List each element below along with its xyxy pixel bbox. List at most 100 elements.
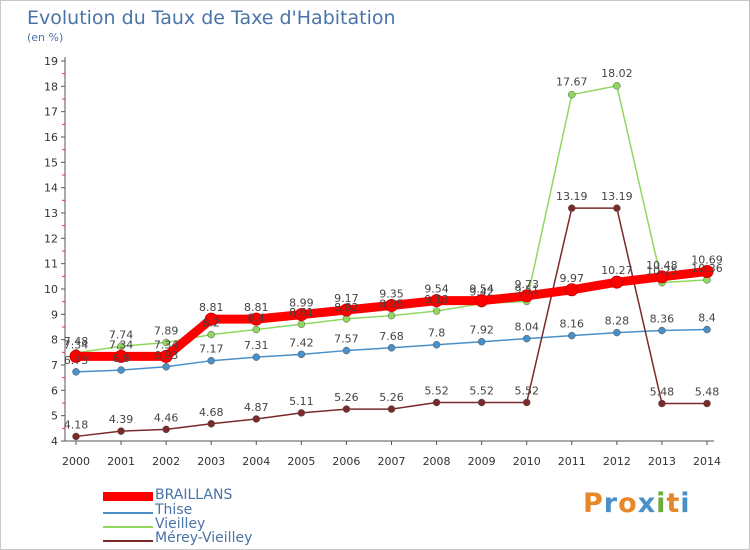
x-tick-label: 2008 <box>423 455 451 468</box>
data-point <box>568 331 576 340</box>
data-point <box>342 346 351 355</box>
data-label: 9.54 <box>469 283 494 296</box>
data-label: 7.34 <box>154 338 179 351</box>
x-tick-label: 2000 <box>62 455 90 468</box>
axes: 4 5 6 7 8 9 10 11 12 13 14 15 16 17 18 19 2000 2001 2002 20… <box>44 55 721 468</box>
x-tick-label: 2011 <box>558 455 586 468</box>
y-tick-label: 10 <box>44 283 58 296</box>
data-label: 7.31 <box>244 339 269 352</box>
data-label: 13.19 <box>601 190 633 203</box>
legend-label: Thise <box>155 502 193 518</box>
chart-title: Evolution du Taux de Taxe d'Habitation <box>27 7 396 29</box>
data-label: 5.26 <box>334 391 359 404</box>
data-point <box>117 366 125 374</box>
x-tick-label: 2003 <box>197 455 225 468</box>
logo-letter: P <box>583 488 604 519</box>
data-label: 7.89 <box>154 324 179 337</box>
data-point <box>252 325 261 334</box>
data-point <box>294 308 308 322</box>
data-point <box>703 325 711 334</box>
data-point <box>387 311 396 320</box>
y-tick-label: 5 <box>51 410 58 423</box>
y-tick-label: 9 <box>51 308 58 321</box>
data-point <box>339 303 353 317</box>
data-point <box>204 312 218 326</box>
data-label: 8.95 <box>379 298 404 311</box>
data-point <box>658 326 666 335</box>
data-label: 10.69 <box>691 254 723 267</box>
data-point <box>114 349 128 363</box>
x-tick-label: 2009 <box>468 455 496 468</box>
data-label: 9.42 <box>469 286 494 299</box>
data-label: 10.48 <box>646 259 678 272</box>
data-point <box>297 320 306 328</box>
y-tick-label: 16 <box>44 131 58 144</box>
y-tick-label: 13 <box>44 207 58 220</box>
data-label: 9.97 <box>560 272 585 285</box>
data-label: 7.68 <box>379 330 404 343</box>
data-label: 8.81 <box>244 301 269 314</box>
data-label: 4.39 <box>109 413 134 426</box>
data-point <box>387 344 396 352</box>
data-label: 9.17 <box>334 292 359 305</box>
data-label: 8.99 <box>289 297 314 310</box>
legend-label: Mérey-Vieilley <box>155 530 253 546</box>
data-label: 7.42 <box>289 336 314 349</box>
data-point <box>387 405 396 413</box>
x-tick-label: 2010 <box>513 455 541 468</box>
data-point <box>655 270 669 284</box>
data-point <box>207 420 215 428</box>
data-point <box>610 275 624 289</box>
data-label: 8.28 <box>605 315 630 328</box>
legend-swatch <box>103 526 153 528</box>
data-point <box>613 328 621 337</box>
unit-label: (en %) <box>27 31 64 44</box>
x-tick-label: 2014 <box>693 455 721 468</box>
data-point <box>477 398 486 407</box>
data-label: 4.68 <box>199 406 224 419</box>
y-tick-label: 4 <box>51 435 58 448</box>
logo-letter: x <box>637 488 657 519</box>
data-label: 7.57 <box>334 333 359 346</box>
data-label: 7.34 <box>64 338 89 351</box>
data-label: 18.02 <box>601 67 633 80</box>
series-thise <box>72 325 711 376</box>
y-tick-label: 17 <box>44 106 58 119</box>
series-layer <box>69 82 714 441</box>
data-point <box>207 356 215 365</box>
series-braillans <box>69 265 714 363</box>
y-tick-label: 12 <box>44 232 58 245</box>
x-tick-label: 2002 <box>152 455 180 468</box>
legend-swatch <box>103 492 153 501</box>
data-point <box>69 349 83 363</box>
data-point <box>117 342 125 351</box>
proxiti-logo: Proxiti <box>583 488 691 519</box>
data-labels: 7.34 7.34 7.34 8.81 8.81 8.99 9.17 9.35 9.54 9.54… <box>64 67 723 432</box>
data-label: 7.74 <box>109 328 134 341</box>
data-point <box>432 307 441 315</box>
data-label: 9.51 <box>514 283 539 296</box>
data-point <box>430 294 444 308</box>
x-tick-label: 2001 <box>107 455 135 468</box>
series-m-rey-vieilley <box>72 204 711 441</box>
data-label: 8.4 <box>698 312 716 325</box>
data-point <box>520 289 534 303</box>
data-point <box>297 409 306 417</box>
data-point <box>162 425 170 434</box>
data-label: 8.16 <box>560 318 585 331</box>
data-point <box>432 398 441 407</box>
data-point <box>565 283 579 297</box>
x-tick-label: 2007 <box>378 455 406 468</box>
data-point <box>252 353 261 361</box>
data-label: 5.48 <box>650 386 675 399</box>
data-label: 5.48 <box>695 386 720 399</box>
data-label: 4.87 <box>244 401 269 414</box>
data-point <box>159 349 173 363</box>
data-point <box>522 398 531 407</box>
y-tick-label: 18 <box>44 80 58 93</box>
data-label: 10.36 <box>691 262 723 275</box>
data-label: 9.13 <box>424 293 449 306</box>
x-tick-label: 2005 <box>287 455 315 468</box>
data-point <box>568 90 576 99</box>
data-point <box>207 330 215 339</box>
